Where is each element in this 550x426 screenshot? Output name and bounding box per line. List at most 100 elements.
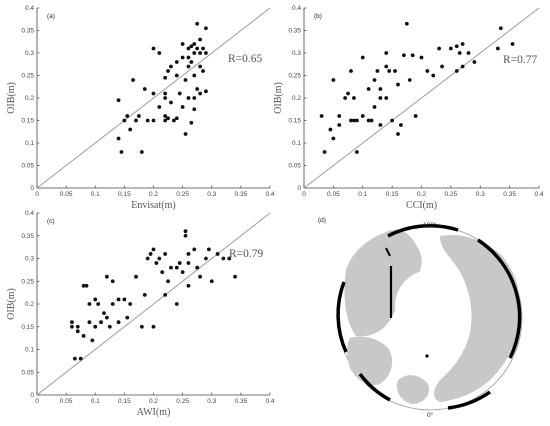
y-axis-label-b: OIB(m)	[273, 82, 284, 114]
y-tick-label-b: 0.1	[292, 140, 301, 147]
data-point-c	[93, 297, 98, 302]
data-point-a	[198, 51, 203, 55]
data-point-b	[510, 42, 515, 46]
data-point-a	[116, 136, 121, 141]
correlation-label-a: R=0.65	[228, 53, 263, 65]
data-point-c	[134, 274, 138, 279]
data-point-c	[163, 252, 168, 256]
data-point-a	[125, 114, 130, 118]
data-point-b	[343, 96, 348, 100]
map-border-arc-right	[477, 238, 522, 359]
data-point-a	[163, 91, 168, 96]
x-axis-label-b: CCI(m)	[406, 200, 437, 211]
data-point-c	[70, 324, 74, 329]
y-tick-label-c: 0.35	[21, 233, 34, 240]
one-to-one-line-a	[36, 7, 271, 189]
y-tick-label-c: 0.25	[21, 278, 34, 285]
data-point-c	[75, 329, 80, 334]
data-point-c	[151, 324, 156, 329]
map-land-eurasia	[434, 234, 521, 402]
data-point-c	[192, 247, 197, 252]
data-point-c	[93, 324, 98, 329]
data-point-c	[90, 338, 95, 343]
data-point-b	[498, 26, 503, 31]
map-border-arc-bottomleft	[358, 372, 391, 402]
y-tick-label-b: 0.2	[292, 95, 301, 102]
data-point-b	[331, 136, 336, 141]
data-point-c	[122, 297, 127, 302]
one-to-one-line-b	[303, 7, 540, 189]
y-tick-label-c: 0.05	[21, 369, 34, 376]
data-point-c	[160, 270, 165, 275]
data-point-c	[125, 315, 130, 320]
y-tick-label-c: 0	[30, 392, 34, 399]
y-tick-label-a: 0.25	[21, 73, 34, 80]
x-tick-label-a: 0.4	[265, 191, 274, 198]
data-point-a	[204, 89, 208, 94]
map-border-arc-top	[387, 223, 459, 238]
data-point-a	[186, 55, 191, 60]
data-point-a	[163, 118, 168, 123]
data-point-c	[209, 279, 214, 284]
x-tick-label-c: 0.25	[176, 398, 189, 405]
data-point-c	[116, 320, 121, 325]
data-point-c	[81, 283, 86, 288]
correlation-label-c: R=0.79	[229, 248, 264, 260]
scatter-panel-a: 0 0.05 0.1 0.15 0.2 0.25 0.3 0.35 0.4 0 0.05 0.1 0.1…	[6, 5, 275, 211]
x-tick-label-b: 0	[302, 191, 306, 198]
data-point-c	[227, 256, 232, 261]
data-point-a	[134, 118, 138, 123]
data-point-a	[204, 26, 208, 31]
y-tick-label-a: 0.05	[21, 163, 34, 170]
y-tick-label-b: 0	[297, 185, 301, 192]
x-tick-label-b: 0.35	[503, 191, 516, 198]
y-tick-label-a: 0.4	[25, 5, 34, 12]
x-tick-label-c: 0	[35, 398, 39, 405]
data-point-a	[192, 51, 197, 55]
data-point-b	[457, 51, 462, 55]
data-point-a	[174, 73, 179, 78]
y-tick-label-a: 0.2	[25, 95, 34, 102]
x-tick-label-a: 0.1	[91, 191, 100, 198]
panel-d-label: (d)	[318, 217, 326, 224]
data-point-a	[151, 118, 156, 123]
data-point-b	[375, 69, 380, 73]
y-tick-label-b: 0.3	[292, 50, 301, 57]
data-point-c	[142, 293, 147, 297]
data-point-a	[198, 91, 203, 96]
data-point-c	[87, 302, 92, 306]
data-point-a	[169, 64, 173, 69]
map-land-north-america	[344, 229, 422, 337]
data-point-b	[349, 118, 353, 123]
x-tick-label-c: 0.1	[91, 398, 100, 405]
data-point-a	[192, 42, 197, 46]
map-label-bottom: 0°	[427, 411, 434, 419]
data-point-a	[186, 46, 191, 51]
data-point-a	[157, 105, 162, 109]
data-point-b	[425, 69, 430, 73]
data-point-c	[99, 320, 103, 325]
data-point-a	[189, 60, 194, 64]
data-point-c	[145, 256, 150, 261]
x-tick-label-a: 0.3	[207, 191, 216, 198]
data-point-b	[366, 118, 371, 123]
data-point-c	[105, 315, 109, 320]
data-point-b	[360, 55, 365, 60]
data-point-c	[177, 261, 182, 265]
x-tick-label-a: 0.2	[149, 191, 158, 198]
map-panel-d: (d) 180° 0°	[318, 217, 523, 419]
data-point-a	[180, 105, 185, 109]
data-point-c	[70, 320, 74, 325]
x-tick-label-c: 0.2	[149, 398, 158, 405]
data-point-c	[110, 302, 115, 306]
data-point-b	[384, 51, 389, 55]
data-point-a	[151, 46, 156, 51]
data-point-b	[360, 114, 365, 118]
data-point-b	[352, 96, 356, 100]
data-point-c	[186, 261, 191, 265]
x-tick-label-a: 0.35	[235, 191, 248, 198]
data-point-a	[151, 91, 156, 96]
y-tick-label-a: 0.35	[21, 28, 34, 35]
data-point-b	[387, 69, 392, 73]
